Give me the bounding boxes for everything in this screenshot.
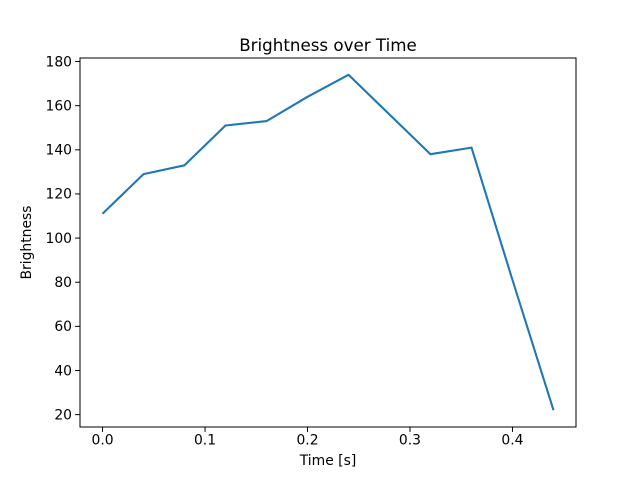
x-axis-ticks	[102, 427, 513, 432]
x-tick-label: 0.2	[296, 433, 318, 449]
x-axis-label: Time [s]	[299, 453, 357, 469]
y-tick-label: 140	[45, 143, 72, 159]
x-tick-label: 0.0	[91, 433, 113, 449]
x-tick-label: 0.3	[399, 433, 421, 449]
y-tick-label: 40	[54, 363, 72, 379]
y-tick-label: 20	[54, 407, 72, 423]
x-tick-label: 0.4	[501, 433, 523, 449]
y-tick-label: 60	[54, 319, 72, 335]
data-series	[101, 73, 555, 411]
y-tick-label: 80	[54, 275, 72, 291]
x-tick-label: 0.1	[194, 433, 216, 449]
y-tick-label: 160	[45, 98, 72, 114]
chart-title: Brightness over Time	[239, 35, 417, 55]
y-tick-label: 100	[45, 231, 72, 247]
brightness-line	[101, 73, 555, 411]
y-axis-label: Brightness	[19, 206, 35, 280]
x-axis-tick-labels: 0.0 0.1 0.2 0.3 0.4	[91, 433, 523, 449]
plot-border	[79, 57, 577, 428]
y-tick-label: 120	[45, 187, 72, 203]
y-axis-tick-labels: 20 40 60 80 100 120 140 160 180	[45, 54, 72, 423]
y-axis-ticks	[75, 61, 80, 416]
y-tick-label: 180	[45, 54, 72, 70]
